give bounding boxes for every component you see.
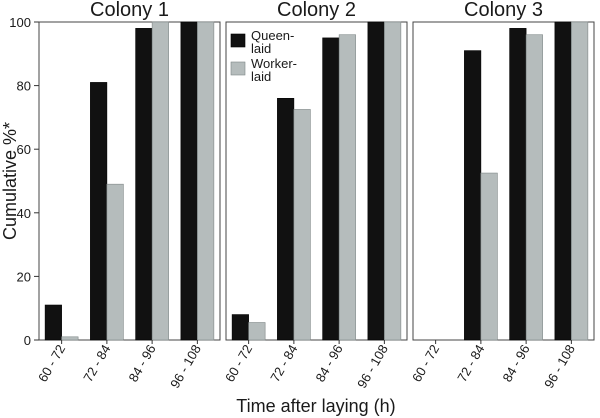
bar-queen-laid: [554, 21, 572, 341]
bar-queen-laid: [367, 21, 385, 341]
y-tick-label: 20: [17, 269, 31, 284]
bar-worker-laid: [106, 183, 124, 341]
panel-colony-2: Colony 2 60 - 72 72 - 84 84 - 96 96 - 108: [222, 0, 408, 391]
legend-label: Worker-: [251, 56, 297, 71]
bar-queen-laid: [90, 82, 108, 341]
x-tick-label: 60 - 72: [409, 342, 442, 385]
panel-title: Colony 3: [464, 0, 543, 21]
panel-frame: [225, 21, 408, 341]
bar-worker-laid: [293, 109, 311, 341]
panel-frame: [412, 21, 595, 341]
bar-worker-laid: [480, 172, 498, 341]
bar-queen-laid: [231, 314, 249, 341]
x-tick-label: 84 - 96: [312, 342, 345, 385]
bar-queen-laid: [180, 21, 198, 341]
bar-worker-laid: [61, 336, 79, 341]
bar-worker-laid: [384, 21, 402, 341]
bar-worker-laid: [525, 34, 543, 341]
bar-worker-laid: [571, 21, 589, 341]
y-tick-label: 100: [9, 15, 31, 30]
y-axis-label: Cumulative %*: [0, 122, 20, 240]
panel-title: Colony 2: [277, 0, 356, 21]
y-tick-label: 0: [24, 333, 31, 348]
x-tick-label: 72 - 84: [267, 342, 300, 385]
x-axis-label: Time after laying (h): [236, 396, 395, 416]
bar-worker-laid: [248, 322, 266, 341]
x-tick-label: 60 - 72: [35, 342, 68, 385]
bar-queen-laid: [464, 50, 482, 341]
legend-label: Queen-: [251, 28, 294, 43]
x-tick-label: 72 - 84: [80, 342, 113, 385]
legend-label: laid: [251, 41, 271, 56]
legend-swatch-queen-laid: [230, 33, 246, 48]
y-axis: 0 20 40 60 80 100: [9, 15, 39, 348]
x-tick-label: 60 - 72: [222, 342, 255, 385]
bar-queen-laid: [135, 28, 153, 341]
legend-swatch-worker-laid: [230, 61, 246, 76]
legend-label: laid: [251, 69, 271, 84]
panel-frame: [38, 21, 221, 341]
x-tick-label: 72 - 84: [454, 342, 487, 385]
x-tick-label: 84 - 96: [125, 342, 158, 385]
y-tick-label: 60: [17, 142, 31, 157]
x-tick-label: 96 - 108: [354, 342, 391, 391]
panel-colony-1: Colony 1 60 - 72 72 - 84 84 - 96 96 - 108: [35, 0, 221, 391]
panel-colony-3: Colony 3 60 - 72 72 - 84 84 - 96 96 - 108: [409, 0, 595, 391]
bar-queen-laid: [44, 304, 62, 341]
bar-queen-laid: [322, 37, 340, 341]
x-tick-label: 96 - 108: [167, 342, 204, 391]
y-tick-label: 80: [17, 79, 31, 94]
chart-panels: Colony 160 - 72 72 - 84 84 - 96 96 - 108Col…: [35, 0, 595, 391]
bar-worker-laid: [151, 21, 169, 341]
x-tick-label: 96 - 108: [541, 342, 578, 391]
bar-worker-laid: [197, 21, 215, 341]
bar-queen-laid: [509, 28, 527, 341]
bar-queen-laid: [277, 98, 295, 341]
x-tick-label: 84 - 96: [499, 342, 532, 385]
y-tick-label: 40: [17, 206, 31, 221]
bar-worker-laid: [338, 34, 356, 341]
panel-title: Colony 1: [90, 0, 169, 21]
